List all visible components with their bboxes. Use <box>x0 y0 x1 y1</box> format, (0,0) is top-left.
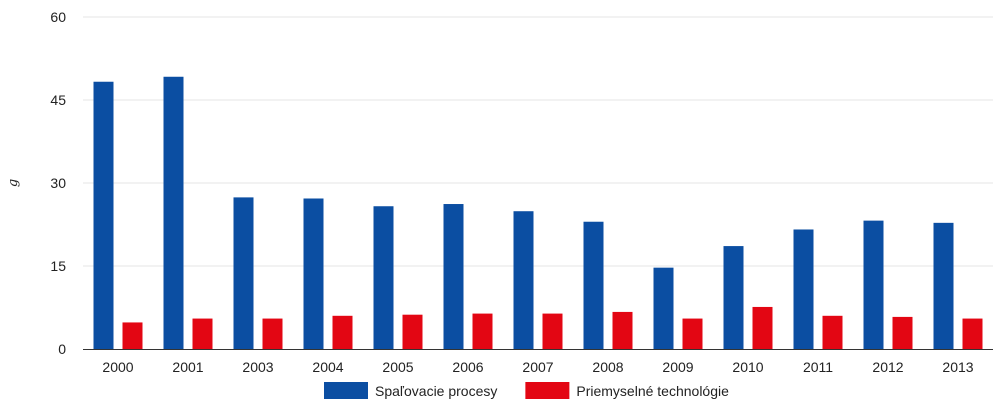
bar <box>262 318 283 349</box>
x-tick-label: 2008 <box>592 359 623 375</box>
x-tick-label: 2012 <box>872 359 903 375</box>
bar <box>962 318 983 349</box>
bar <box>192 318 213 349</box>
bar <box>332 315 353 349</box>
legend: Spaľovacie procesy Priemyselné technológi… <box>324 382 729 399</box>
bar <box>793 229 814 349</box>
bars <box>93 76 983 350</box>
x-tick-label: 2000 <box>102 359 133 375</box>
bar <box>723 246 744 349</box>
bar <box>233 197 254 349</box>
y-tick-label: 30 <box>50 175 66 191</box>
bar <box>122 322 143 349</box>
y-tick-label: 60 <box>50 9 66 25</box>
bar <box>682 318 703 349</box>
x-tick-label: 2001 <box>172 359 203 375</box>
x-tick-label: 2004 <box>312 359 343 375</box>
bar <box>542 313 563 349</box>
x-tick-label: 2006 <box>452 359 483 375</box>
bar <box>892 316 913 349</box>
bar <box>443 204 464 349</box>
legend-label: Spaľovacie procesy <box>375 383 497 399</box>
gridlines <box>83 16 993 267</box>
axes: 0 15 30 45 60 2000 2001 2003 2004 2005 2006 2007 200… <box>50 9 993 375</box>
x-tick-label: 2010 <box>732 359 763 375</box>
bar <box>513 211 534 349</box>
bar <box>612 311 633 349</box>
y-axis-title: g <box>6 179 21 187</box>
legend-label: Priemyselné technológie <box>576 383 729 399</box>
bar <box>163 76 184 349</box>
bar <box>752 306 773 349</box>
legend-swatch <box>324 382 368 399</box>
bar <box>303 198 324 349</box>
bar <box>402 314 423 349</box>
x-tick-label: 2011 <box>803 359 833 375</box>
x-tick-label: 2005 <box>382 359 413 375</box>
y-tick-label: 15 <box>50 258 66 274</box>
y-tick-label: 45 <box>50 92 66 108</box>
bar <box>93 81 114 350</box>
x-tick-label: 2013 <box>942 359 973 375</box>
x-tick-label: 2007 <box>522 359 553 375</box>
bar <box>472 313 493 349</box>
bar <box>373 206 394 349</box>
legend-swatch <box>525 382 570 399</box>
bar <box>822 315 843 349</box>
x-tick-label: 2003 <box>242 359 273 375</box>
y-tick-label: 0 <box>58 341 66 357</box>
x-tick-label: 2009 <box>662 359 693 375</box>
bar <box>653 267 674 349</box>
bar <box>863 220 884 349</box>
bar <box>583 221 604 349</box>
bar <box>933 222 954 349</box>
